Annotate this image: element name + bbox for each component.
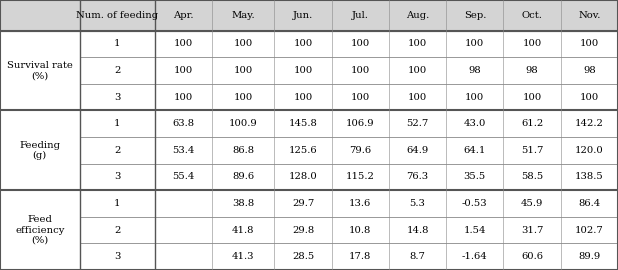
Text: 125.6: 125.6: [289, 146, 318, 155]
Text: 2: 2: [114, 66, 121, 75]
Text: 100: 100: [408, 93, 427, 102]
Text: 5.3: 5.3: [410, 199, 426, 208]
Text: 1: 1: [114, 199, 121, 208]
Text: 100: 100: [174, 39, 193, 48]
Text: 61.2: 61.2: [521, 119, 543, 128]
Text: 13.6: 13.6: [349, 199, 371, 208]
Text: 100: 100: [294, 93, 313, 102]
Text: 100: 100: [522, 39, 542, 48]
Text: 100: 100: [522, 93, 542, 102]
Text: 100: 100: [234, 39, 253, 48]
Text: 3: 3: [114, 93, 121, 102]
Text: 29.7: 29.7: [292, 199, 314, 208]
Text: 86.4: 86.4: [578, 199, 601, 208]
Text: 89.6: 89.6: [232, 173, 255, 181]
Text: 1: 1: [114, 119, 121, 128]
Text: 106.9: 106.9: [346, 119, 375, 128]
Text: 120.0: 120.0: [575, 146, 604, 155]
Text: 128.0: 128.0: [289, 173, 318, 181]
Text: 52.7: 52.7: [407, 119, 429, 128]
Text: -1.64: -1.64: [462, 252, 488, 261]
Text: 2: 2: [114, 226, 121, 235]
Text: -0.53: -0.53: [462, 199, 488, 208]
Text: Jul.: Jul.: [352, 11, 369, 20]
Text: Sep.: Sep.: [464, 11, 486, 20]
Text: Oct.: Oct.: [522, 11, 543, 20]
Text: 38.8: 38.8: [232, 199, 255, 208]
Text: 63.8: 63.8: [172, 119, 195, 128]
Text: 55.4: 55.4: [172, 173, 195, 181]
Text: 100: 100: [234, 93, 253, 102]
Text: 64.1: 64.1: [464, 146, 486, 155]
Text: 41.3: 41.3: [232, 252, 255, 261]
Text: 98: 98: [468, 66, 481, 75]
Text: 14.8: 14.8: [406, 226, 429, 235]
Text: 100: 100: [234, 66, 253, 75]
Text: 45.9: 45.9: [521, 199, 543, 208]
Text: 98: 98: [583, 66, 596, 75]
Text: Aug.: Aug.: [406, 11, 429, 20]
Text: 17.8: 17.8: [349, 252, 371, 261]
Text: 1: 1: [114, 39, 121, 48]
Text: Survival rate
(%): Survival rate (%): [7, 61, 73, 80]
Text: 2: 2: [114, 146, 121, 155]
Text: 3: 3: [114, 252, 121, 261]
Text: 28.5: 28.5: [292, 252, 314, 261]
Text: 35.5: 35.5: [464, 173, 486, 181]
Text: 76.3: 76.3: [407, 173, 429, 181]
Text: 100: 100: [580, 39, 599, 48]
Text: 31.7: 31.7: [521, 226, 543, 235]
Text: 100.9: 100.9: [229, 119, 258, 128]
Text: 100: 100: [174, 66, 193, 75]
Text: 10.8: 10.8: [349, 226, 371, 235]
Text: 64.9: 64.9: [407, 146, 429, 155]
Text: 115.2: 115.2: [346, 173, 375, 181]
Text: Nov.: Nov.: [578, 11, 601, 20]
Text: 100: 100: [350, 39, 370, 48]
Text: 98: 98: [526, 66, 538, 75]
Text: 100: 100: [294, 66, 313, 75]
Text: 100: 100: [408, 39, 427, 48]
Text: 100: 100: [465, 39, 485, 48]
Text: 100: 100: [174, 93, 193, 102]
Text: May.: May.: [232, 11, 255, 20]
Text: 142.2: 142.2: [575, 119, 604, 128]
Text: 100: 100: [350, 66, 370, 75]
Text: 3: 3: [114, 173, 121, 181]
Text: 100: 100: [408, 66, 427, 75]
Text: 60.6: 60.6: [521, 252, 543, 261]
Text: 102.7: 102.7: [575, 226, 604, 235]
Text: Feeding
(g): Feeding (g): [19, 140, 61, 160]
Text: 138.5: 138.5: [575, 173, 604, 181]
Text: 100: 100: [294, 39, 313, 48]
Text: 100: 100: [350, 93, 370, 102]
Bar: [0, 0, 618, 31]
Text: Apr.: Apr.: [174, 11, 194, 20]
Text: Feed
efficiency
(%): Feed efficiency (%): [15, 215, 64, 245]
Text: 8.7: 8.7: [410, 252, 426, 261]
Text: 58.5: 58.5: [521, 173, 543, 181]
Text: 53.4: 53.4: [172, 146, 195, 155]
Text: 100: 100: [580, 93, 599, 102]
Text: 100: 100: [465, 93, 485, 102]
Text: Jun.: Jun.: [293, 11, 313, 20]
Text: 1.54: 1.54: [464, 226, 486, 235]
Text: 51.7: 51.7: [521, 146, 543, 155]
Text: Num. of feeding: Num. of feeding: [76, 11, 158, 20]
Text: 41.8: 41.8: [232, 226, 255, 235]
Text: 86.8: 86.8: [232, 146, 255, 155]
Text: 89.9: 89.9: [578, 252, 601, 261]
Text: 79.6: 79.6: [349, 146, 371, 155]
Text: 145.8: 145.8: [289, 119, 318, 128]
Text: 29.8: 29.8: [292, 226, 314, 235]
Text: 43.0: 43.0: [464, 119, 486, 128]
